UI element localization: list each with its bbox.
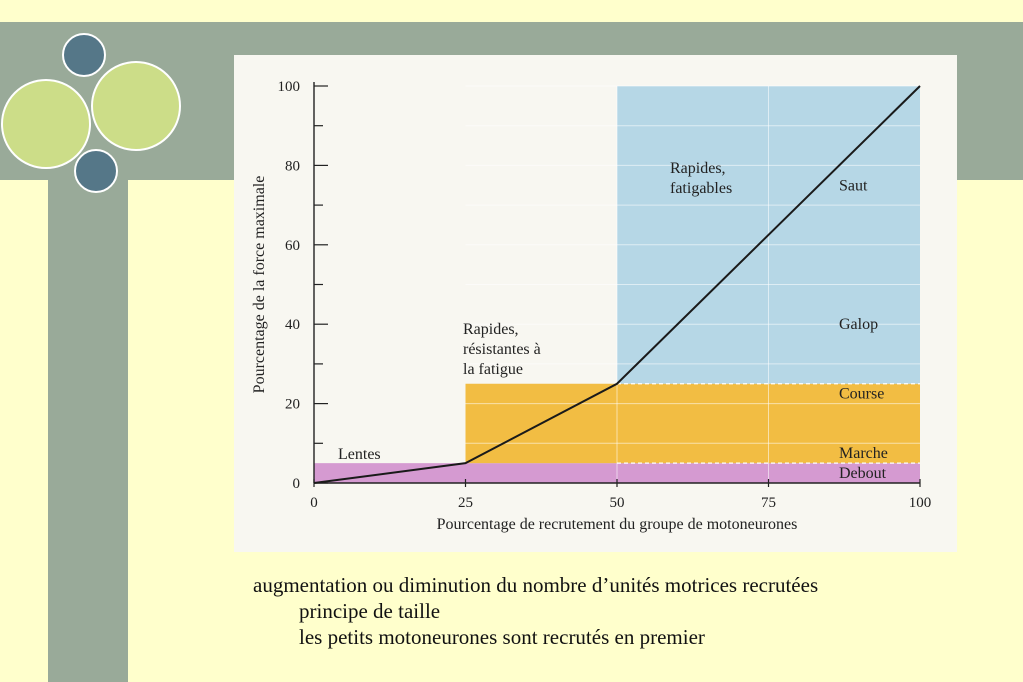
activity-label: Course bbox=[839, 386, 884, 403]
activity-label: Saut bbox=[839, 177, 868, 194]
y-tick-label: 40 bbox=[285, 317, 300, 333]
axes-layer: 0 20 40 60 80 100 0 25 50 75 100 Pourcentage de rec… bbox=[251, 79, 931, 533]
labels-layer: Lentes Rapides, résistantes à la fatigue Rap… bbox=[338, 160, 888, 482]
caption-line-1: augmentation ou diminution du nombre d’u… bbox=[253, 573, 819, 597]
x-tick-label: 25 bbox=[458, 495, 473, 511]
y-tick-label: 20 bbox=[285, 397, 300, 413]
chart-panel: 0 20 40 60 80 100 0 25 50 75 100 Pourcentage de rec… bbox=[234, 55, 957, 552]
series-line-1 bbox=[313, 85, 921, 484]
x-tick-label: 0 bbox=[310, 495, 318, 511]
zone-label-3: Rapides, fatigables bbox=[670, 160, 732, 197]
activity-label: Marche bbox=[839, 445, 888, 462]
x-tick-label: 75 bbox=[761, 495, 776, 511]
decor-circle-dark-bottom bbox=[74, 149, 118, 193]
left-band bbox=[48, 100, 128, 682]
y-tick-label: 60 bbox=[285, 238, 300, 254]
y-axis-label: Pourcentage de la force maximale bbox=[251, 176, 268, 394]
y-tick-label: 0 bbox=[293, 476, 301, 492]
x-tick-label: 100 bbox=[909, 495, 932, 511]
grid-layer bbox=[465, 85, 920, 484]
decor-circle-dark-top bbox=[62, 33, 106, 77]
line-layer bbox=[313, 85, 921, 484]
zone-label-2: Rapides, résistantes à la fatigue bbox=[463, 321, 541, 378]
caption-line-2: principe de taille bbox=[299, 599, 441, 623]
corner-cutout bbox=[0, 186, 42, 682]
zone-label-1: Lentes bbox=[338, 446, 381, 463]
caption-line-3: les petits motoneurones sont recrutés en… bbox=[299, 625, 705, 649]
y-tick-label: 100 bbox=[278, 79, 301, 95]
decor-circle-light-right bbox=[91, 61, 181, 151]
x-tick-label: 50 bbox=[610, 495, 625, 511]
decor-circle-light-left bbox=[1, 79, 91, 169]
x-axis-label: Pourcentage de recrutement du groupe de … bbox=[437, 516, 798, 533]
activity-label: Galop bbox=[839, 316, 878, 333]
caption: augmentation ou diminution du nombre d’u… bbox=[253, 572, 993, 650]
y-tick-label: 80 bbox=[285, 158, 300, 174]
recruitment-chart: 0 20 40 60 80 100 0 25 50 75 100 Pourcentage de rec… bbox=[251, 79, 931, 533]
activity-label: Debout bbox=[839, 465, 887, 482]
